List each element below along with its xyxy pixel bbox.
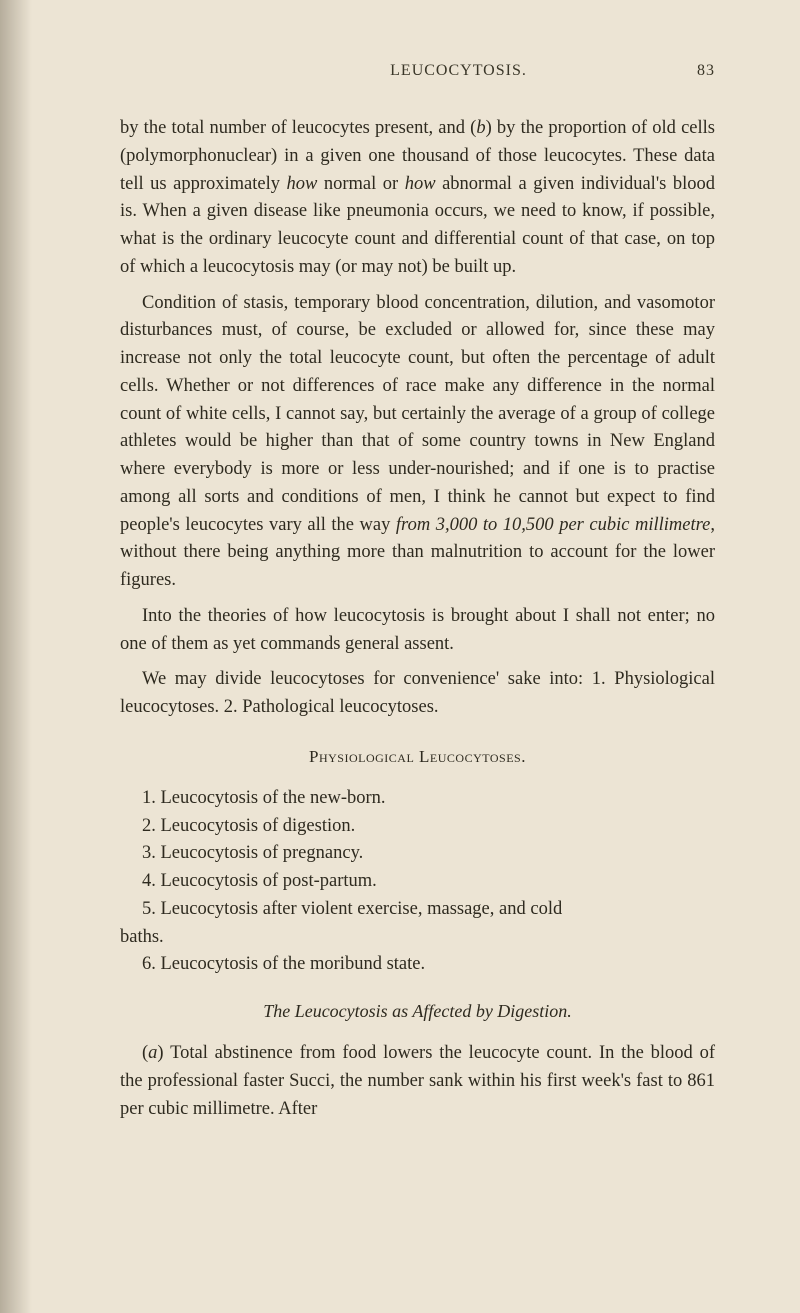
list-item-1: 1. Leucocytosis of the new-born. <box>120 785 715 813</box>
page-number: 83 <box>697 62 715 80</box>
list-item-5: 5. Leucocytosis after violent exercise, … <box>120 896 715 924</box>
list-item-2: 2. Leucocytosis of digestion. <box>120 813 715 841</box>
subsection-title: The Leucocytosis as Affected by Digestio… <box>120 1001 715 1022</box>
section-title: Physiological Leucocytoses. <box>120 747 715 767</box>
list-item-6: 6. Leucocytosis of the moribund state. <box>120 951 715 979</box>
paragraph-1: by the total number of leucocytes presen… <box>120 115 715 282</box>
list-item-5-cont: baths. <box>120 924 715 952</box>
list-item-4: 4. Leucocytosis of post-partum. <box>120 868 715 896</box>
subsection-paragraph: (a) Total abstinence from food lowers th… <box>120 1040 715 1123</box>
list-item-3: 3. Leucocytosis of pregnancy. <box>120 840 715 868</box>
page-header: LEUCOCYTOSIS. 83 <box>120 62 715 80</box>
paragraph-3: Into the theories of how leucocytosis is… <box>120 603 715 659</box>
page-edge-shadow <box>0 0 32 1313</box>
running-title: LEUCOCYTOSIS. <box>220 62 697 80</box>
paragraph-2: Condition of stasis, temporary blood con… <box>120 290 715 595</box>
paragraph-4: We may divide leucocytoses for convenien… <box>120 666 715 722</box>
